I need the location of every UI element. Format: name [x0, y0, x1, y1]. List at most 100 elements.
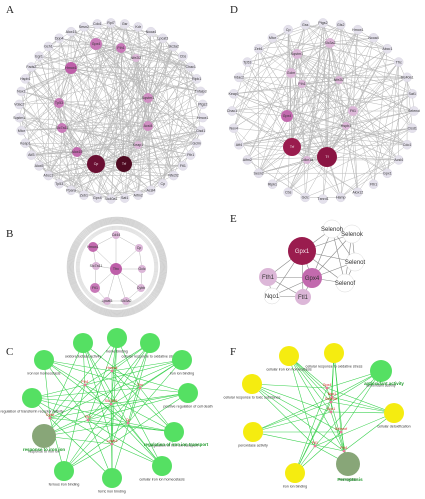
- gene-node-cisd1: [195, 125, 206, 136]
- hub-node-tp53: [54, 98, 64, 108]
- network-edge: [338, 48, 388, 81]
- network-edge: [291, 93, 413, 148]
- network-edge: [326, 61, 399, 158]
- gene-node-txnrd1: [318, 194, 328, 204]
- hub-node-keap1: [134, 141, 142, 149]
- network-edge: [58, 23, 98, 104]
- network-edge: [58, 102, 152, 191]
- term-node-cellular-response-to-toxic-substance: [242, 374, 262, 394]
- gene-node-label: Alox5: [35, 164, 44, 168]
- hub-node-trf: [116, 156, 132, 172]
- term-gene-edge: [43, 359, 89, 421]
- gene-node-rpl7: [106, 18, 116, 28]
- hub-node-label: Fth1: [117, 46, 124, 50]
- network-edge: [123, 154, 191, 165]
- gene-node-label: Gch1: [44, 45, 53, 49]
- term-gene-edge: [84, 342, 151, 386]
- term-gene-edge: [111, 370, 189, 394]
- network-edge: [287, 29, 308, 161]
- gene-node-fads2: [26, 62, 37, 72]
- term-node-response-to-iron-ion: [32, 424, 56, 448]
- term-gene-edge: [87, 419, 175, 433]
- gene-node-label: Cbs: [180, 54, 187, 58]
- gene-node-label: Fth1: [370, 182, 377, 186]
- gene-node-label: Cp: [126, 418, 131, 422]
- gene-node-cdo1: [402, 139, 412, 150]
- highlight-term-label: regulation of iron ion transport: [144, 442, 209, 447]
- network-edge: [61, 67, 72, 129]
- gene-node-label: Ptgs2: [318, 21, 327, 25]
- gene-node-label: Gpx1: [295, 249, 310, 255]
- gene-node-gclm: [191, 138, 202, 148]
- highlight-term-label: Ferroptosis: [337, 477, 363, 482]
- gene-node-abcc1: [43, 170, 54, 181]
- hub-node-ftl1: [348, 106, 358, 116]
- network-edge: [352, 77, 408, 112]
- network-edge: [258, 115, 288, 174]
- network-edge: [95, 47, 122, 165]
- ring-edge-bundle: [79, 229, 155, 305]
- gene-node-label: Mtor: [269, 36, 277, 40]
- network-edge: [21, 91, 197, 144]
- network-edge: [21, 38, 163, 92]
- gene-node-label: Tfrc: [113, 267, 119, 271]
- panel-c-enrichment-network: iron ion homeostasis oxidoreductase activ…: [0, 328, 213, 494]
- gene-node-tfrc: [393, 57, 404, 67]
- network-edge: [147, 97, 201, 131]
- network-edge: [231, 110, 288, 117]
- network-edge: [162, 66, 191, 184]
- ring-edge-bundle: [68, 218, 166, 316]
- network-edge: [287, 48, 388, 193]
- term-node-regulation-of-iron-ion-transport: [164, 422, 184, 442]
- term-node-iron-ion-homeostasis: [34, 350, 54, 370]
- network-edge: [95, 43, 184, 167]
- gene-node-label: Sesn2: [79, 25, 89, 29]
- network-edge: [61, 78, 197, 129]
- network-edge: [329, 42, 347, 127]
- hub-node-sqstm1: [292, 49, 302, 59]
- gene-node-label: Ripk1: [192, 77, 201, 81]
- network-edge: [38, 67, 72, 166]
- gene-node-acsl4: [146, 185, 156, 196]
- gene-node-label: Ptgs2: [198, 103, 207, 107]
- gene-node-label: Cisd1: [408, 126, 417, 130]
- term-gene-edge: [49, 392, 189, 419]
- term-gene-edge: [82, 342, 141, 389]
- network-edge: [238, 110, 415, 145]
- network-edge: [70, 67, 201, 131]
- network-edge: [70, 67, 174, 176]
- network-edge: [291, 146, 358, 193]
- network-edge: [345, 29, 359, 127]
- panel-letter-e: E: [230, 213, 237, 225]
- network-edge: [306, 42, 331, 161]
- network-edge: [48, 46, 149, 99]
- network-edge: [291, 53, 298, 148]
- gene-node-label: Hamp: [336, 196, 346, 200]
- term-node-label: iron ion binding: [283, 485, 307, 489]
- term-node-label: regulation of iron ion transport: [150, 444, 198, 448]
- gene-node-gpx1: [288, 237, 316, 265]
- gene-node-selenot: [345, 252, 365, 272]
- term-gene-edge: [87, 392, 189, 421]
- gene-node-ftl1: [178, 161, 188, 171]
- network-edge: [21, 91, 149, 127]
- network-edge: [95, 57, 137, 165]
- term-node-iron-ion-binding: [172, 350, 192, 370]
- term-gene-edge: [84, 359, 183, 386]
- gene-node-label: Sat1: [409, 92, 416, 96]
- network-edge: [135, 57, 184, 166]
- network-edge: [110, 22, 139, 196]
- gene-node-label: Selenof: [335, 281, 356, 287]
- gene-node-label: Selenok: [341, 232, 364, 238]
- gene-node-kdr: [133, 22, 143, 32]
- network-edge: [291, 146, 399, 161]
- network-edge: [58, 102, 163, 184]
- network-edge: [352, 110, 388, 174]
- hub-node-label: Tf: [325, 155, 328, 159]
- gene-node-label: Tfrc: [137, 383, 143, 387]
- term-node-cellular-response-to-oxidative-stress: [324, 343, 344, 363]
- gene-node-slc7a11: [109, 402, 113, 406]
- gene-node-label: Acsl4: [394, 158, 403, 162]
- gene-node-sqstm1: [14, 112, 25, 123]
